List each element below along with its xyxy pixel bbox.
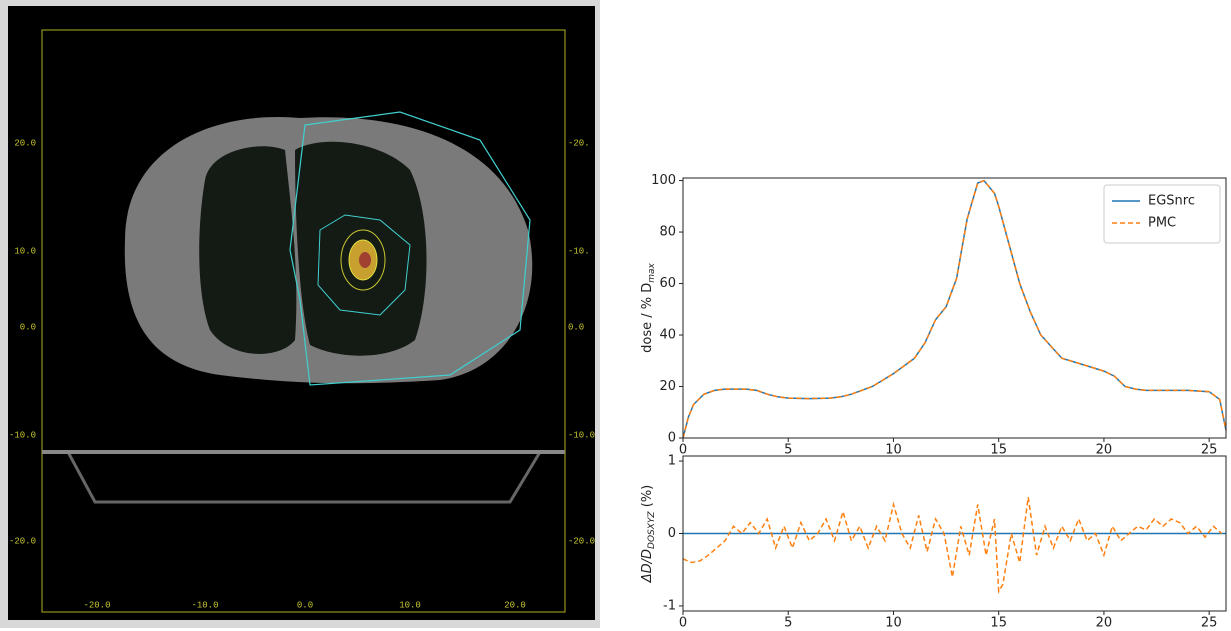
image-x-label: -10.0 — [191, 600, 218, 610]
legend-label: PMC — [1148, 216, 1176, 231]
image-y-label: 10.0 — [14, 246, 36, 256]
y-tick-label: 20 — [659, 379, 676, 394]
image-y-label: -20.0 — [568, 536, 595, 546]
x-tick-label: 15 — [990, 616, 1007, 631]
image-x-label: -20.0 — [83, 600, 110, 610]
y-axis-label: dose / % Dmax — [640, 262, 657, 352]
x-tick-label: 10 — [885, 443, 902, 458]
y-tick-label: -1 — [663, 598, 676, 613]
y-axis-label-sub: max — [647, 262, 657, 282]
image-y-label: -10. — [568, 246, 590, 256]
y-tick-label: 0 — [668, 431, 676, 446]
x-tick-label: 25 — [1201, 616, 1218, 631]
x-tick-label: 0 — [679, 616, 687, 631]
image-x-label: 0.0 — [297, 600, 313, 610]
x-tick-label: 20 — [1096, 616, 1113, 631]
figure: 20.010.00.0-10.0-20.0-20.-10.0.0-10.0-20… — [0, 0, 1231, 631]
x-tick-label: 25 — [1201, 443, 1218, 458]
y-tick-label: 60 — [659, 276, 676, 291]
image-y-label: -20. — [568, 138, 590, 148]
lung — [199, 146, 296, 354]
image-x-label: 20.0 — [504, 600, 526, 610]
x-tick-label: 5 — [784, 443, 792, 458]
image-y-label: -10.0 — [9, 430, 36, 440]
y-tick-label: 0 — [668, 526, 676, 541]
x-tick-label: 0 — [679, 443, 687, 458]
y-axis-label-tail: (%) — [640, 485, 655, 512]
y-axis-label-main: ΔD/D — [640, 549, 655, 583]
y-axis-label: ΔD/DDOSXYZ (%) — [640, 485, 657, 584]
x-tick-label: 15 — [990, 443, 1007, 458]
image-y-label: 0.0 — [20, 322, 36, 332]
image-x-label: 10.0 — [399, 600, 421, 610]
image-y-label: -20.0 — [9, 536, 36, 546]
y-tick-label: 80 — [659, 225, 676, 240]
page: 20.010.00.0-10.0-20.0-20.-10.0.0-10.0-20… — [0, 0, 1231, 631]
image-y-label: 0.0 — [568, 322, 584, 332]
x-tick-label: 5 — [784, 616, 792, 631]
y-axis-label-sub: DOSXYZ — [647, 511, 657, 549]
y-tick-label: 40 — [659, 328, 676, 343]
series-line — [683, 497, 1222, 591]
image-y-label: 20.0 — [14, 138, 36, 148]
image-y-label: -10.0 — [568, 430, 595, 440]
y-tick-label: 100 — [651, 173, 676, 188]
y-tick-label: 1 — [668, 454, 676, 469]
legend-label: EGSnrc — [1148, 194, 1195, 209]
x-tick-label: 10 — [885, 616, 902, 631]
contour — [359, 252, 371, 268]
x-tick-label: 20 — [1096, 443, 1113, 458]
y-axis-label-main: dose / % D — [640, 283, 655, 353]
